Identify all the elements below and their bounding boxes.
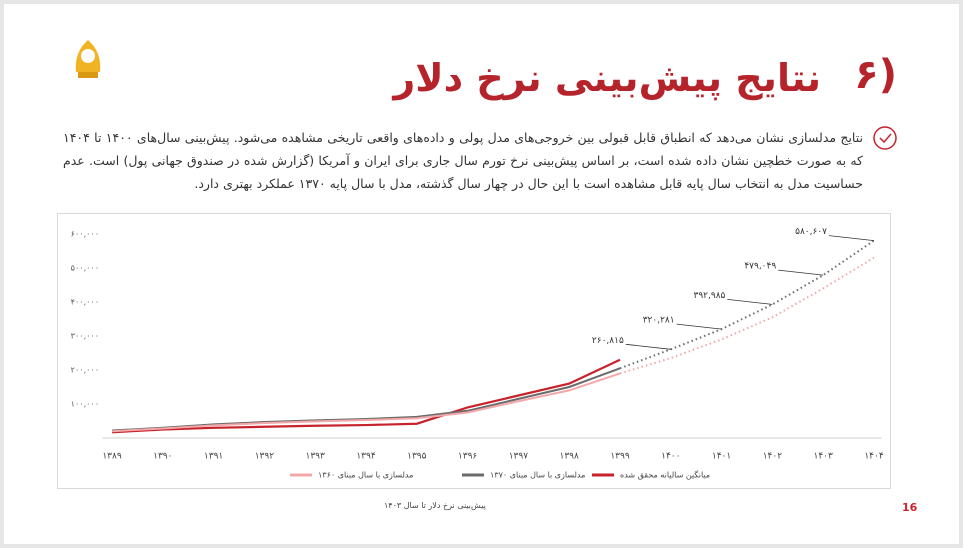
x-tick-label: ۱۳۹۴ [356, 452, 376, 462]
heading-title: نتایج پیش‌بینی نرخ دلار [393, 56, 821, 100]
legend-label: میانگین سالیانه محقق شده [620, 470, 710, 480]
data-label: ۳۲۰,۲۸۱ [643, 316, 675, 326]
y-tick-label: ۴۰۰,۰۰۰ [71, 298, 99, 307]
x-tick-label: ۱۳۹۰ [153, 452, 172, 462]
chart-frame [57, 213, 891, 489]
y-tick-label: ۳۰۰,۰۰۰ [71, 332, 99, 341]
leader-line [676, 323, 722, 330]
series-line [619, 256, 875, 375]
y-tick-label: ۶۰۰,۰۰۰ [71, 230, 99, 239]
page-number: 16 [902, 501, 918, 514]
x-tick-label: ۱۳۹۷ [509, 452, 529, 462]
logo [75, 40, 101, 78]
series-line [111, 358, 621, 434]
x-tick-label: ۱۴۰۳ [814, 452, 834, 462]
x-tick-label: ۱۳۹۲ [255, 452, 275, 462]
heading-number: ۶) [854, 52, 897, 98]
series-line [619, 239, 875, 370]
legend-label: مدلسازی با سال مبنای ۱۳۶۰ [318, 471, 413, 480]
x-tick-label: ۱۳۹۹ [610, 452, 630, 462]
footer-caption: پیش‌بینی نرخ دلار تا سال ۱۴۰۳ [384, 501, 486, 510]
x-tick-label: ۱۳۹۶ [458, 452, 478, 462]
check-icon [873, 126, 897, 150]
description: نتایج مدلسازی نشان می‌دهد که انطباق قابل… [63, 130, 863, 191]
x-tick-label: ۱۳۹۱ [204, 452, 223, 462]
chart: ۱۰۰,۰۰۰ ۲۰۰,۰۰۰ ۳۰۰,۰۰۰ ۴۰۰,۰۰۰ ۵۰۰,۰۰۰ ۶۰۰,۰… [57, 213, 891, 489]
data-label: ۲۶۰,۸۱۵ [592, 336, 624, 346]
leader-line [625, 343, 671, 350]
x-tick-label: ۱۴۰۰ [661, 452, 680, 462]
leader-line [778, 269, 824, 276]
x-tick-label: ۱۴۰۱ [712, 452, 731, 462]
data-label: ۴۷۹,۰۴۹ [744, 262, 776, 272]
x-tick-label: ۱۳۹۸ [560, 452, 580, 462]
x-tick-label: ۱۴۰۴ [864, 452, 884, 462]
series-line [111, 372, 621, 433]
x-tick-label: ۱۳۹۳ [306, 452, 326, 462]
y-tick-label: ۲۰۰,۰۰۰ [71, 366, 99, 375]
legend-label: مدلسازی با سال مبنای ۱۳۷۰ [490, 471, 585, 480]
x-tick-label: ۱۴۰۲ [763, 452, 783, 462]
x-tick-label: ۱۳۹۵ [407, 452, 427, 462]
leader-line [727, 298, 773, 305]
data-label: ۵۸۰,۶۰۷ [795, 227, 827, 237]
y-tick-label: ۵۰۰,۰۰۰ [71, 264, 99, 273]
y-tick-label: ۱۰۰,۰۰۰ [71, 400, 99, 409]
x-tick-label: ۱۳۸۹ [102, 452, 122, 462]
leader-line [828, 235, 875, 241]
data-label: ۳۹۲,۹۸۵ [694, 291, 726, 301]
